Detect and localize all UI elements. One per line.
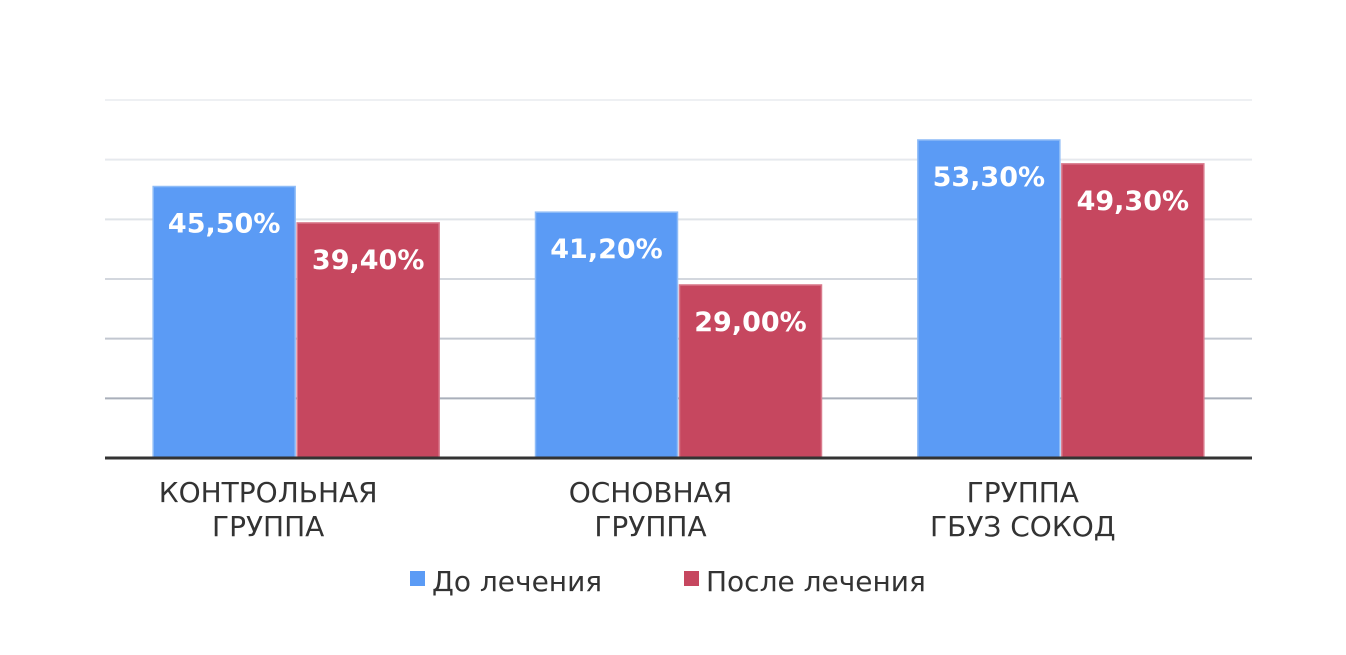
category-label: ГРУППА xyxy=(594,510,706,543)
legend-label: До лечения xyxy=(432,565,602,598)
bar xyxy=(917,139,1061,459)
data-label: 29,00% xyxy=(694,307,806,338)
legend-swatch xyxy=(684,571,699,586)
bar xyxy=(296,222,440,459)
category-label: КОНТРОЛЬНАЯ xyxy=(159,476,378,509)
bars-group: 45,50% 39,40% 41,20% 29,00% 53,30% 49,30% xyxy=(152,139,1205,459)
legend-label: После лечения xyxy=(706,565,926,598)
bar xyxy=(678,284,823,459)
category-label: ГБУЗ СОКОД xyxy=(930,510,1116,543)
legend: До лечения После лечения xyxy=(410,565,926,598)
legend-swatch xyxy=(410,571,425,586)
data-label: 41,20% xyxy=(550,234,662,265)
category-labels: КОНТРОЛЬНАЯГРУППАОСНОВНАЯГРУППАГРУППАГБУ… xyxy=(159,476,1116,543)
data-label: 45,50% xyxy=(168,209,280,240)
category-label: ГРУППА xyxy=(967,476,1079,509)
category-label: ОСНОВНАЯ xyxy=(569,476,733,509)
grid-lines xyxy=(105,99,1252,400)
data-label: 49,30% xyxy=(1077,186,1189,217)
category-label: ГРУППА xyxy=(212,510,324,543)
bar xyxy=(1061,163,1205,459)
data-label: 39,40% xyxy=(312,245,424,276)
data-label: 53,30% xyxy=(933,162,1045,193)
bar xyxy=(534,211,679,459)
